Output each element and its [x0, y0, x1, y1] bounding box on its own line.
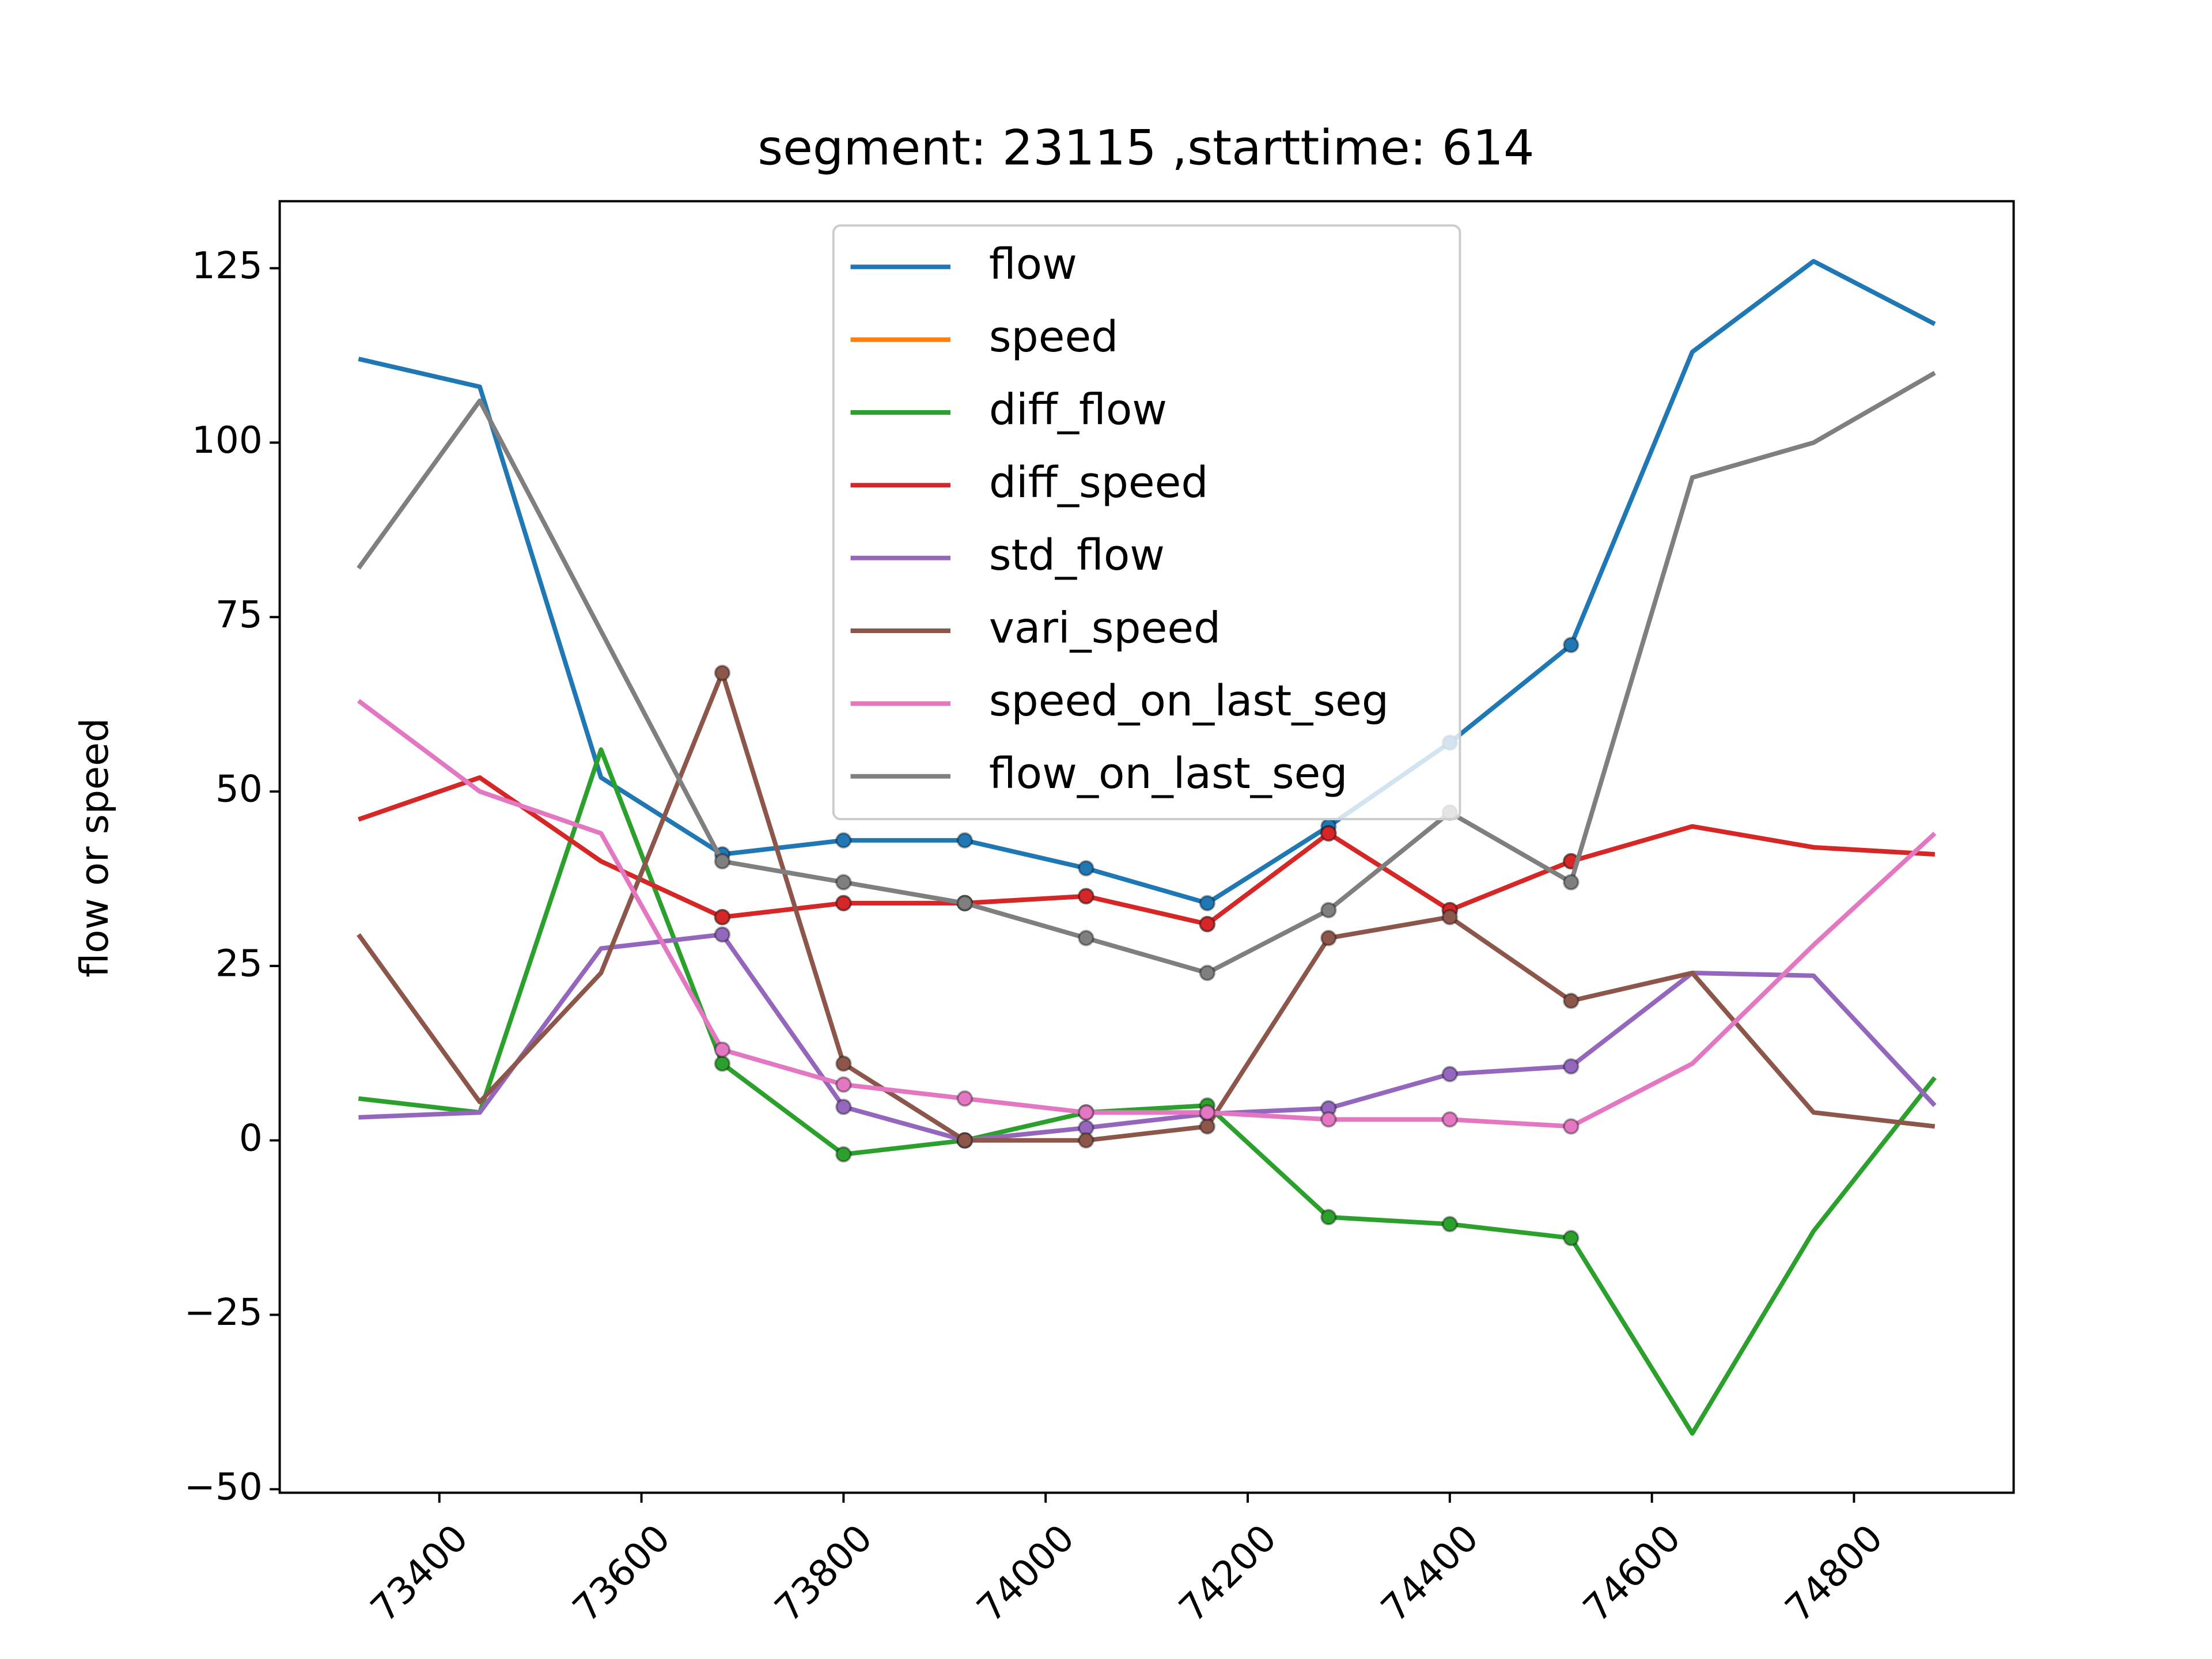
point-marker: [956, 1132, 974, 1149]
point-marker: [1078, 930, 1094, 946]
y-axis-label: flow or speed: [72, 718, 117, 978]
point-marker: [1199, 915, 1216, 933]
series-line: [357, 671, 1936, 1143]
point-marker: [1320, 825, 1337, 842]
legend-label: diff_flow: [989, 384, 1167, 434]
legend-label: speed_on_last_seg: [989, 676, 1389, 726]
point-marker: [1320, 902, 1337, 919]
point-marker: [1441, 1066, 1459, 1082]
series-line: [357, 699, 1937, 1129]
point-marker: [1078, 1132, 1094, 1149]
point-marker: [956, 1090, 974, 1107]
point-marker: [714, 664, 731, 681]
chart-title: segment: 23115 ,starttime: 614: [757, 120, 1534, 176]
point-marker: [1563, 637, 1580, 653]
series-line: [358, 932, 1937, 1143]
point-marker: [1320, 1209, 1337, 1226]
point-marker: [1320, 930, 1337, 946]
y-tick-label: 25: [215, 942, 263, 985]
point-marker: [1199, 1104, 1216, 1121]
point-marker: [1563, 993, 1580, 1009]
point-marker: [1563, 1058, 1580, 1075]
point-marker: [1441, 1111, 1459, 1128]
y-tick-label: 100: [192, 419, 263, 462]
y-tick-label: −25: [184, 1291, 263, 1334]
point-marker: [714, 926, 731, 943]
y-tick-label: 125: [192, 244, 263, 287]
legend-box: [832, 224, 1461, 821]
point-marker: [835, 1055, 852, 1072]
legend-label: vari_speed: [989, 603, 1221, 653]
point-marker: [1078, 1104, 1094, 1121]
point-marker: [835, 895, 852, 912]
point-marker: [1563, 1230, 1580, 1247]
y-tick-label: 75: [215, 593, 263, 637]
point-marker: [1199, 1118, 1216, 1135]
point-marker: [835, 832, 852, 849]
point-marker: [835, 1076, 852, 1093]
point-marker: [1320, 1111, 1337, 1128]
series-line: [357, 370, 1936, 975]
legend: flow speed diff_flow diff_speed std_flowvari…: [832, 224, 1461, 821]
y-tick-label: 50: [215, 768, 263, 811]
point-marker: [714, 853, 731, 870]
point-marker: [1199, 895, 1216, 912]
point-marker: [1563, 1118, 1580, 1135]
point-marker: [1199, 964, 1216, 982]
legend-label: flow: [989, 239, 1077, 289]
point-marker: [1078, 888, 1094, 904]
point-marker: [835, 874, 852, 891]
point-marker: [835, 1099, 852, 1115]
point-marker: [714, 908, 731, 926]
point-marker: [956, 895, 974, 912]
point-marker: [714, 1041, 731, 1058]
point-marker: [956, 832, 974, 849]
legend-label: speed: [989, 312, 1118, 362]
point-marker: [1441, 1215, 1459, 1233]
point-marker: [835, 1146, 852, 1163]
y-tick-label: 0: [239, 1116, 263, 1160]
point-marker: [714, 1055, 731, 1072]
y-tick-label: −50: [184, 1465, 263, 1509]
series-line: [358, 747, 1937, 1436]
point-marker: [1078, 860, 1094, 877]
legend-label: flow_on_last_seg: [989, 748, 1348, 798]
plot-frame: [278, 200, 2015, 1494]
legend-label: diff_speed: [989, 457, 1209, 507]
point-marker: [1563, 874, 1580, 891]
series-line: [358, 259, 1936, 906]
legend-label: std_flow: [989, 530, 1165, 580]
point-marker: [1441, 908, 1459, 926]
